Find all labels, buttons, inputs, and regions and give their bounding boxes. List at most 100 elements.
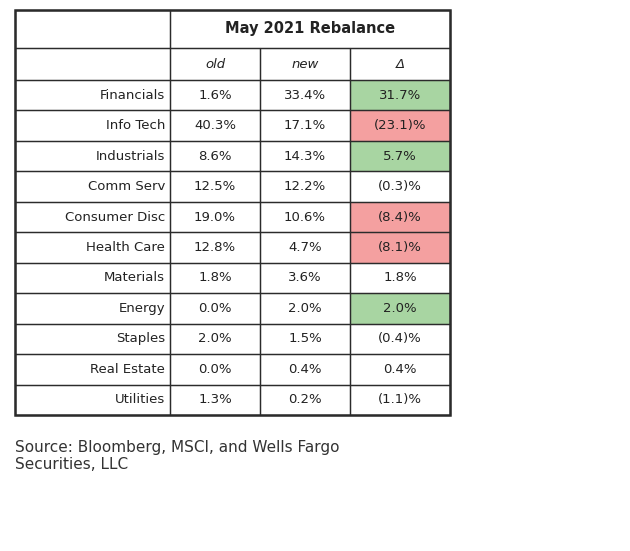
Text: 19.0%: 19.0% [194,210,236,224]
Text: Source: Bloomberg, MSCI, and Wells Fargo
Securities, LLC: Source: Bloomberg, MSCI, and Wells Fargo… [15,440,340,472]
Text: 8.6%: 8.6% [198,150,232,163]
Text: 31.7%: 31.7% [379,89,421,102]
Text: (8.1)%: (8.1)% [378,241,422,254]
Text: Health Care: Health Care [86,241,165,254]
Text: Real Estate: Real Estate [90,363,165,376]
Text: Utilities: Utilities [115,393,165,406]
Text: 1.8%: 1.8% [383,272,417,284]
Text: (0.3)%: (0.3)% [378,180,422,193]
Bar [260,48,350,80]
Bar [260,233,350,263]
Text: 0.4%: 0.4% [289,363,322,376]
Bar [350,110,450,141]
Bar [260,141,350,171]
Bar [350,233,450,263]
Bar [350,48,450,80]
Text: 33.4%: 33.4% [284,89,326,102]
Text: Info Tech: Info Tech [106,119,165,132]
Bar [15,233,170,263]
Text: 0.4%: 0.4% [383,363,417,376]
Text: 12.8%: 12.8% [194,241,236,254]
Bar [260,110,350,141]
Text: 4.7%: 4.7% [288,241,322,254]
Text: 2.0%: 2.0% [198,332,232,345]
Bar [170,323,260,354]
Bar [260,80,350,110]
Text: old: old [205,57,225,71]
Text: 1.8%: 1.8% [198,272,232,284]
Text: 0.0%: 0.0% [198,363,232,376]
Bar [350,80,450,110]
Text: 1.3%: 1.3% [198,393,232,406]
Bar [15,48,170,80]
Text: 5.7%: 5.7% [383,150,417,163]
Text: (1.1)%: (1.1)% [378,393,422,406]
Bar [350,202,450,233]
Text: 0.2%: 0.2% [288,393,322,406]
Bar [15,171,170,202]
Bar [170,293,260,323]
Text: 1.6%: 1.6% [198,89,232,102]
Bar [15,110,170,141]
Text: (8.4)%: (8.4)% [378,210,422,224]
Text: 0.0%: 0.0% [198,302,232,315]
Bar [170,354,260,385]
Bar [15,354,170,385]
Bar [170,48,260,80]
Text: 2.0%: 2.0% [383,302,417,315]
Bar [260,385,350,415]
Bar [260,323,350,354]
Bar [15,263,170,293]
Bar [350,354,450,385]
Text: new: new [291,57,319,71]
Bar [170,80,260,110]
Bar [15,10,450,415]
Bar [350,141,450,171]
Text: 12.2%: 12.2% [284,180,326,193]
Bar [350,141,450,171]
Text: 17.1%: 17.1% [284,119,326,132]
Bar [15,202,170,233]
Text: 10.6%: 10.6% [284,210,326,224]
Text: (0.4)%: (0.4)% [378,332,422,345]
Bar [260,171,350,202]
Bar [260,263,350,293]
Bar [15,323,170,354]
Bar [350,293,450,323]
Text: (23.1)%: (23.1)% [374,119,427,132]
Bar [260,293,350,323]
Bar [350,293,450,323]
Bar [350,202,450,233]
Bar [170,110,260,141]
Bar [170,171,260,202]
Text: May 2021 Rebalance: May 2021 Rebalance [225,21,395,36]
Text: Δ: Δ [396,57,404,71]
Text: Industrials: Industrials [96,150,165,163]
Bar [15,80,170,110]
Text: Financials: Financials [100,89,165,102]
Bar [170,263,260,293]
Bar [350,171,450,202]
Text: 2.0%: 2.0% [288,302,322,315]
Bar [15,10,170,48]
Text: 1.5%: 1.5% [288,332,322,345]
Bar [260,202,350,233]
Text: Comm Serv: Comm Serv [88,180,165,193]
Text: 14.3%: 14.3% [284,150,326,163]
Bar [350,263,450,293]
Bar [350,110,450,141]
Bar [260,354,350,385]
Bar [170,233,260,263]
Bar [170,385,260,415]
Text: Consumer Disc: Consumer Disc [65,210,165,224]
Text: 40.3%: 40.3% [194,119,236,132]
Text: Energy: Energy [118,302,165,315]
Bar [15,385,170,415]
Bar [350,80,450,110]
Bar [170,202,260,233]
Text: Materials: Materials [104,272,165,284]
Bar [15,293,170,323]
Bar [170,141,260,171]
Text: 3.6%: 3.6% [288,272,322,284]
Bar [350,323,450,354]
